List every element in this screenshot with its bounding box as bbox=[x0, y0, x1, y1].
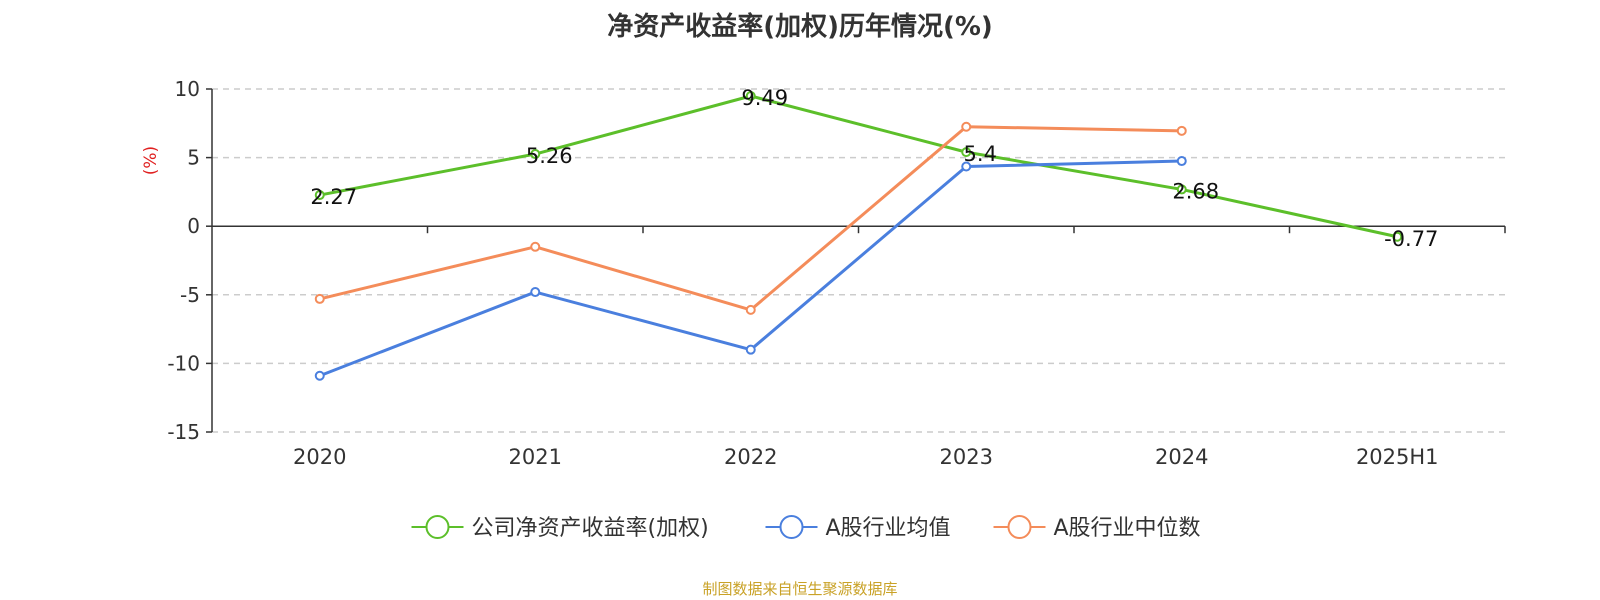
series-line bbox=[319, 94, 1398, 239]
legend-label: A股行业中位数 bbox=[1054, 516, 1201, 541]
axes: 10 5 0 -5 -10 -15 2020 2021 2022 2023 2024 2025H1 (%… bbox=[141, 77, 1506, 469]
y-tick-label: -5 bbox=[180, 283, 200, 307]
y-tick-label: -10 bbox=[167, 351, 200, 375]
data-labels: 2.27 5.26 9.49 5.4 2.68 -0.77 bbox=[310, 86, 1438, 251]
data-label: -0.77 bbox=[1384, 227, 1438, 251]
chart-title: 净资产收益率(加权)历年情况(%) bbox=[607, 12, 993, 42]
data-label: 5.26 bbox=[526, 144, 573, 168]
x-tick-label: 2024 bbox=[1155, 445, 1208, 469]
legend-marker-icon bbox=[425, 515, 450, 539]
data-point bbox=[961, 147, 972, 158]
legend-item[interactable]: A股行业中位数 bbox=[993, 515, 1201, 541]
data-point bbox=[530, 241, 541, 252]
data-point bbox=[745, 344, 756, 355]
x-tick-label: 2020 bbox=[293, 445, 346, 469]
roe-line-chart: 10 5 0 -5 -10 -15 2020 2021 2022 2023 2024 2025H1 (%… bbox=[141, 77, 1506, 541]
grid-lines bbox=[212, 88, 1505, 433]
data-point bbox=[530, 287, 541, 298]
data-point bbox=[745, 304, 756, 315]
legend-label: 公司净资产收益率(加权) bbox=[472, 516, 709, 541]
data-point bbox=[745, 90, 756, 101]
legend-marker-icon bbox=[779, 515, 804, 539]
data-label: 2.27 bbox=[310, 185, 357, 209]
data-point bbox=[1392, 231, 1403, 242]
y-axis-label: (%) bbox=[141, 146, 161, 175]
data-point bbox=[314, 370, 325, 381]
data-point bbox=[961, 121, 972, 132]
series-lines bbox=[314, 90, 1403, 381]
legend-item[interactable]: A股行业均值 bbox=[765, 515, 951, 541]
data-label: 2.68 bbox=[1172, 179, 1219, 203]
data-point bbox=[530, 149, 541, 160]
data-label: 5.4 bbox=[964, 142, 997, 166]
data-point bbox=[314, 190, 325, 201]
source-note: 制图数据来自恒生聚源数据库 bbox=[702, 580, 898, 598]
y-tick-label: 0 bbox=[187, 214, 200, 238]
series-line bbox=[319, 125, 1182, 312]
x-tick-label: 2023 bbox=[940, 445, 993, 469]
data-point bbox=[961, 161, 972, 172]
x-tick-label: 2025H1 bbox=[1356, 445, 1439, 469]
legend-item[interactable]: 公司净资产收益率(加权) bbox=[411, 515, 709, 541]
data-point bbox=[1176, 156, 1187, 167]
legend-label: A股行业均值 bbox=[826, 516, 951, 541]
x-tick-label: 2021 bbox=[509, 445, 562, 469]
data-point bbox=[314, 293, 325, 304]
data-point bbox=[1176, 125, 1187, 136]
data-label: 9.49 bbox=[741, 86, 788, 110]
legend-marker-icon bbox=[1007, 515, 1032, 539]
legend: 公司净资产收益率(加权) A股行业均值 A股行业中位数 bbox=[411, 515, 1201, 541]
y-tick-label: -15 bbox=[167, 420, 200, 444]
y-tick-label: 5 bbox=[187, 146, 200, 170]
y-tick-label: 10 bbox=[175, 77, 200, 101]
data-point bbox=[1176, 184, 1187, 195]
x-tick-label: 2022 bbox=[724, 445, 777, 469]
